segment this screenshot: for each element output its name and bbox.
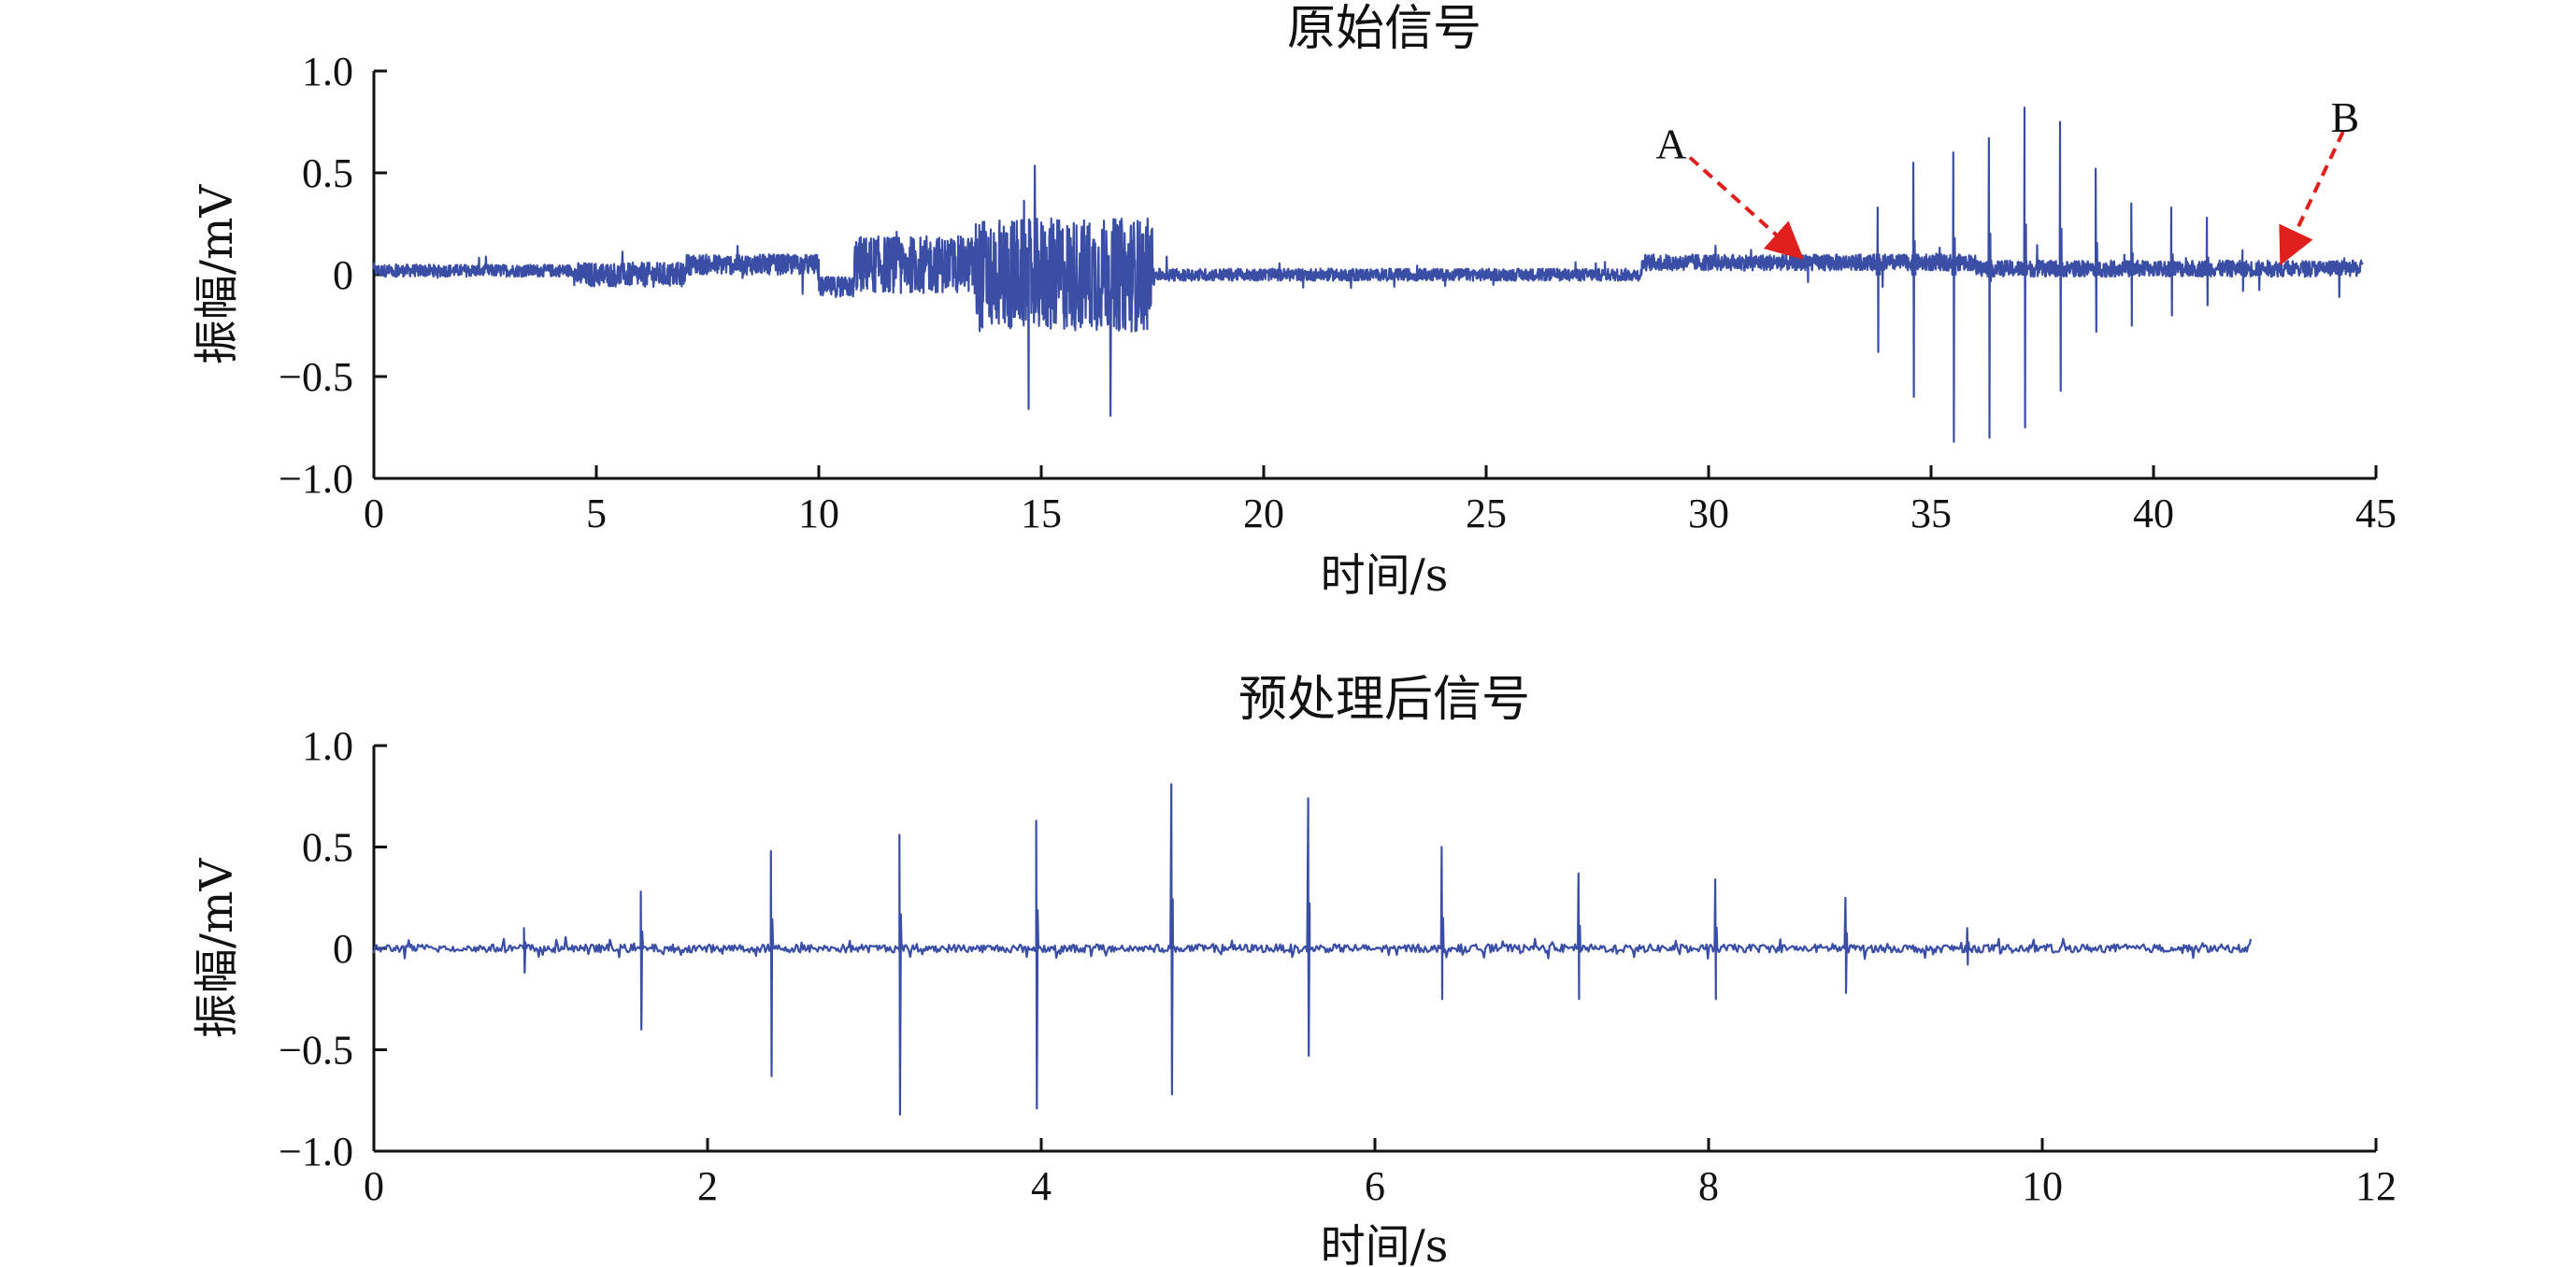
x-axis-label: 时间/s <box>1321 549 1449 602</box>
annotation-arrow <box>1688 156 1804 260</box>
x-tick-label: 6 <box>1365 1163 1385 1209</box>
y-tick-label: 1.0 <box>302 723 353 769</box>
x-tick-label: 4 <box>1031 1163 1052 1209</box>
x-tick-label: 0 <box>364 491 384 536</box>
x-tick-label: 5 <box>586 491 607 536</box>
y-tick-label: −0.5 <box>279 1028 353 1074</box>
x-tick-label: 10 <box>798 491 839 536</box>
x-tick-label: 20 <box>1243 491 1284 536</box>
chart-1: 1.00.50−0.5−1.00 5 10 15 20 25 30 35 40 45原始信号时间/… <box>191 1 2397 602</box>
y-tick-label: 0.5 <box>302 150 353 196</box>
chart-title: 预处理后信号 <box>1238 672 1530 728</box>
x-tick-label: 25 <box>1466 491 1507 536</box>
y-tick-label: −0.5 <box>279 354 353 400</box>
y-tick-label: 0 <box>333 252 353 298</box>
y-tick-label: 0.5 <box>302 825 353 871</box>
x-tick-label: 12 <box>2355 1163 2397 1209</box>
y-tick-label: −1.0 <box>279 1129 353 1174</box>
y-axis-label: 振幅/mV <box>191 857 243 1038</box>
x-tick-label: 2 <box>697 1163 718 1209</box>
annotation-label: B <box>2330 93 2359 141</box>
x-tick-label: 10 <box>2022 1163 2063 1209</box>
x-axis-label: 时间/s <box>1321 1220 1449 1267</box>
y-tick-label: −1.0 <box>279 456 353 502</box>
x-tick-label: 40 <box>2133 491 2174 536</box>
signal-trace <box>372 783 2253 1116</box>
annotation-label: A <box>1655 121 1686 168</box>
x-tick-label: 45 <box>2355 491 2397 536</box>
x-tick-label: 30 <box>1688 491 1729 536</box>
x-tick-label: 0 <box>364 1163 384 1209</box>
y-tick-label: 1.0 <box>302 49 353 94</box>
x-tick-label: 15 <box>1021 491 1062 536</box>
x-tick-label: 8 <box>1698 1163 1719 1209</box>
signal-trace <box>372 107 2364 443</box>
chart-title: 原始信号 <box>1287 1 1481 57</box>
annotation-arrow <box>2279 131 2345 266</box>
y-tick-label: 0 <box>333 926 353 972</box>
x-tick-label: 35 <box>1911 491 1952 536</box>
y-axis-label: 振幅/mV <box>191 183 243 364</box>
